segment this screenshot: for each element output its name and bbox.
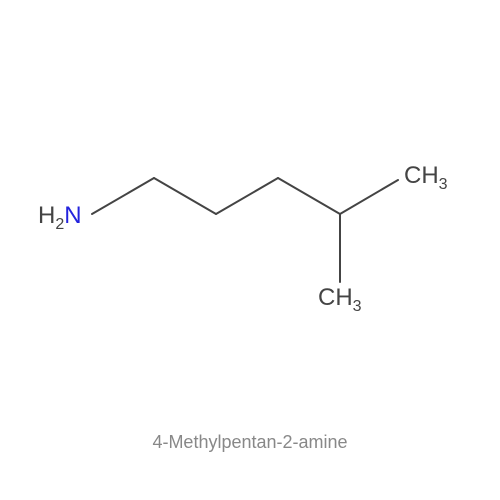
molecule-caption: 4-Methylpentan-2-amine [0,432,500,453]
molecule-diagram: { "molecule": { "caption": "4-Methylpent… [0,0,500,500]
methyl-right-label: CH3 [404,164,448,188]
bond-lines [0,0,500,500]
methyl-bottom-label: CH3 [318,286,362,310]
amine-label: H2N [38,204,82,228]
